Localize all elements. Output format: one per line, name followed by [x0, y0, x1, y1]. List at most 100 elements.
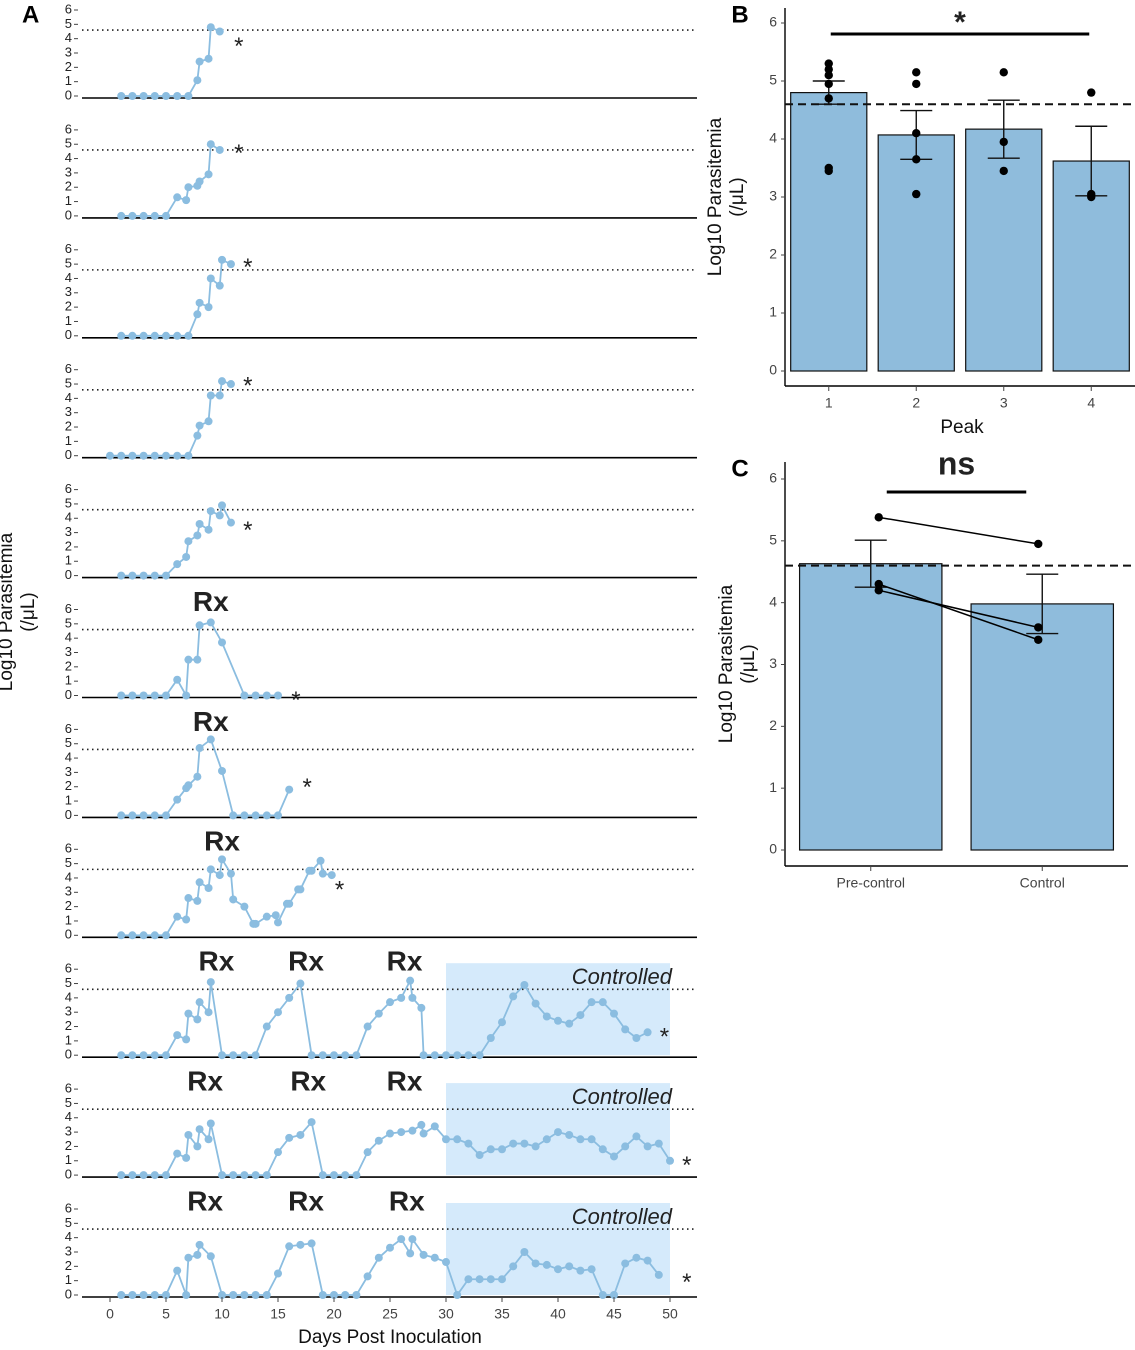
- data-point: [162, 931, 170, 940]
- x-tick-label: 2: [912, 395, 920, 411]
- data-point: [654, 1139, 663, 1148]
- data-point: [240, 902, 249, 911]
- data-point: [139, 92, 148, 100]
- y-tick-label: 6: [65, 121, 72, 136]
- y-tick-label: 5: [65, 256, 72, 271]
- y-tick-label: 3: [769, 655, 777, 671]
- x-tick-label: 10: [214, 1306, 230, 1322]
- data-point: [139, 211, 148, 220]
- x-tick-label: 35: [494, 1306, 510, 1322]
- y-tick-label: 0: [65, 927, 72, 942]
- data-point: [824, 71, 833, 80]
- data-point: [386, 1243, 394, 1252]
- data-point: [139, 1171, 148, 1180]
- bar: [965, 128, 1043, 372]
- data-point: [162, 1291, 170, 1299]
- data-point: [824, 79, 833, 89]
- rx-label: Rx: [193, 586, 229, 617]
- y-tick-label: 6: [65, 961, 72, 976]
- data-point: [531, 1259, 540, 1268]
- data-point: [318, 1051, 327, 1060]
- data-point: [1087, 88, 1096, 97]
- y-tick-label: 4: [65, 390, 72, 405]
- data-point: [912, 155, 921, 164]
- series-line: [121, 142, 221, 217]
- data-point: [341, 1171, 350, 1180]
- data-point: [498, 1275, 506, 1284]
- y-tick-label: 1: [65, 73, 72, 88]
- data-point: [173, 1149, 182, 1158]
- data-point: [173, 331, 182, 340]
- data-point: [999, 137, 1008, 147]
- y-tick-label: 5: [65, 855, 72, 870]
- y-tick-label: 2: [65, 418, 72, 433]
- star-marker: *: [234, 33, 243, 60]
- y-tick-label: 0: [65, 87, 72, 102]
- pair-line: [878, 516, 1039, 545]
- star-marker: *: [335, 876, 344, 903]
- data-point: [139, 811, 148, 820]
- y-tick-label: 4: [65, 30, 72, 45]
- y-tick-label: 2: [65, 59, 72, 74]
- data-point: [874, 513, 883, 522]
- y-tick-label: 4: [65, 1109, 72, 1124]
- controlled-region: [446, 963, 670, 1056]
- data-point: [218, 855, 226, 864]
- data-point: [218, 377, 226, 386]
- data-point: [621, 1259, 630, 1268]
- bar: [798, 563, 943, 851]
- y-tick-label: 2: [65, 299, 72, 314]
- data-point: [193, 310, 202, 319]
- data-point: [206, 274, 215, 283]
- data-point: [162, 331, 170, 340]
- data-point: [215, 391, 224, 400]
- y-tick-label: 4: [65, 150, 72, 165]
- bar: [790, 91, 868, 372]
- data-point: [874, 579, 883, 589]
- x-tick-label: 3: [1000, 395, 1008, 411]
- data-point: [162, 691, 170, 700]
- data-point: [262, 1171, 271, 1180]
- y-tick-label: 0: [65, 327, 72, 342]
- y-tick-label: 5: [65, 615, 72, 630]
- data-point: [173, 193, 182, 202]
- data-point: [193, 1015, 202, 1024]
- data-point: [464, 1051, 473, 1060]
- data-point: [162, 451, 170, 460]
- data-point: [408, 1235, 417, 1244]
- data-point: [139, 331, 148, 340]
- data-point: [204, 525, 213, 534]
- series-line: [121, 621, 278, 699]
- data-point: [195, 1125, 204, 1134]
- data-point: [386, 998, 394, 1007]
- x-tick-label: 0: [106, 1306, 114, 1322]
- y-tick-label: 4: [65, 869, 72, 884]
- data-point: [150, 92, 159, 100]
- x-tick-label: Control: [1020, 875, 1065, 891]
- data-point: [193, 431, 202, 440]
- y-axis-label: (/μL): [727, 177, 748, 216]
- data-point: [150, 451, 159, 460]
- data-point: [397, 1128, 406, 1137]
- data-point: [226, 380, 235, 389]
- data-point: [464, 1139, 473, 1148]
- data-point: [565, 1130, 574, 1139]
- y-tick-label: 4: [65, 1229, 72, 1244]
- data-point: [128, 571, 137, 580]
- data-point: [430, 1253, 439, 1262]
- data-point: [193, 1250, 202, 1259]
- y-tick-label: 5: [65, 1095, 72, 1110]
- data-point: [643, 1028, 652, 1037]
- data-point: [296, 979, 305, 988]
- y-tick-label: 5: [65, 975, 72, 990]
- data-point: [106, 451, 114, 460]
- rx-label: Rx: [288, 946, 324, 977]
- y-tick-label: 0: [65, 207, 72, 222]
- data-point: [184, 781, 193, 790]
- data-point: [509, 992, 518, 1001]
- data-point: [117, 1291, 126, 1299]
- y-tick-label: 5: [65, 495, 72, 510]
- y-tick-label: 5: [65, 16, 72, 31]
- rx-label: Rx: [290, 1065, 326, 1096]
